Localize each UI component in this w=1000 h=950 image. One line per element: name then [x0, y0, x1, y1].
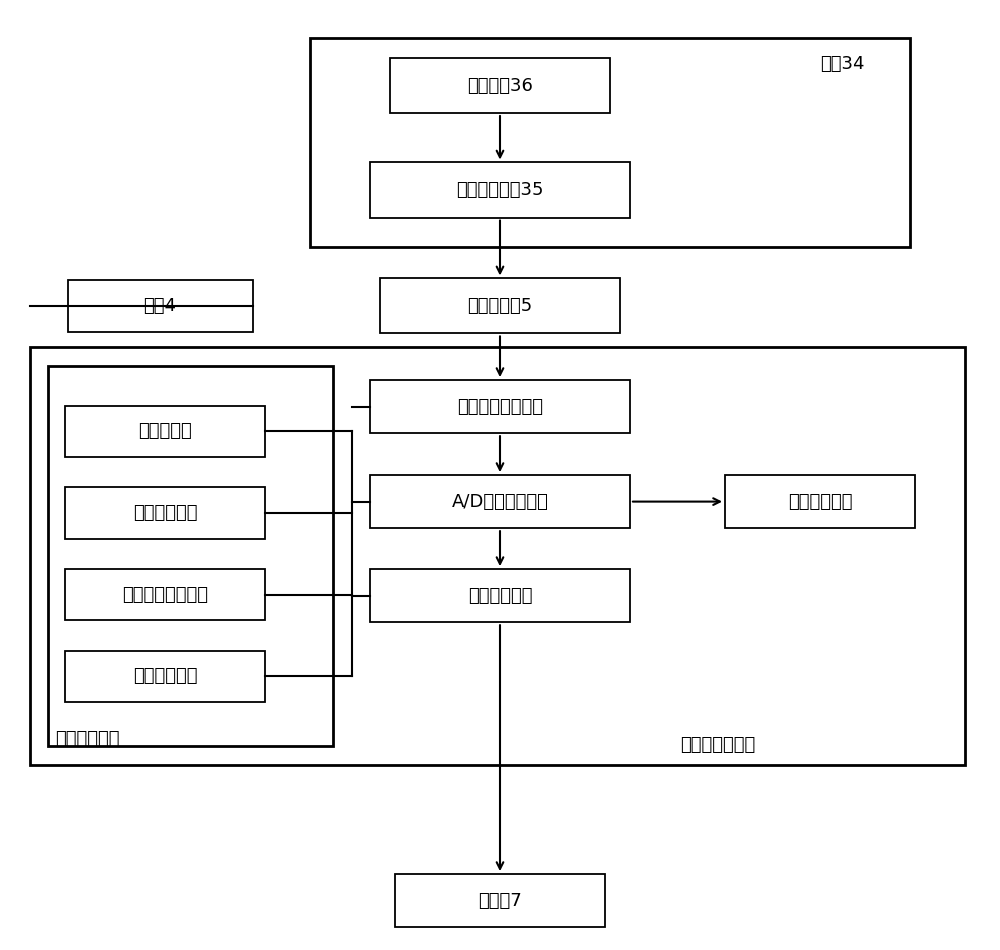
Text: 信号发射模块35: 信号发射模块35: [456, 181, 544, 199]
Bar: [30, 347, 965, 765]
Text: 中心控制器１１: 中心控制器１１: [680, 736, 755, 754]
Bar: [65, 569, 265, 620]
Bar: [65, 406, 265, 457]
Text: 数据接收模块２４: 数据接收模块２４: [457, 398, 543, 415]
Text: 诊断模块２８: 诊断模块２８: [468, 587, 532, 604]
Text: 解释模块３０: 解释模块３０: [133, 504, 197, 522]
Bar: [370, 475, 630, 528]
Text: 雷达34: 雷达34: [820, 55, 864, 73]
Text: 数据库２９: 数据库２９: [138, 423, 192, 440]
Text: 显示器7: 显示器7: [478, 892, 522, 909]
Bar: [725, 475, 915, 528]
Text: 知识获取模块３１: 知识获取模块３１: [122, 586, 208, 603]
Bar: [390, 58, 610, 113]
Bar: [310, 38, 910, 247]
Text: 专家模块２５: 专家模块２５: [55, 730, 120, 748]
Bar: [65, 487, 265, 539]
Text: A/D转换模块２７: A/D转换模块２７: [452, 493, 548, 510]
Text: 电源4: 电源4: [144, 297, 176, 314]
Bar: [65, 651, 265, 702]
Bar: [370, 569, 630, 622]
Bar: [68, 279, 252, 332]
Bar: [48, 366, 333, 746]
Text: 推理模块３２: 推理模块３２: [133, 668, 197, 685]
Text: 存储模块２６: 存储模块２６: [788, 493, 852, 510]
Text: 信号接收器5: 信号接收器5: [467, 297, 533, 314]
Bar: [395, 874, 605, 927]
Bar: [370, 380, 630, 433]
Bar: [380, 278, 620, 333]
Bar: [370, 162, 630, 218]
Text: 故障数据36: 故障数据36: [467, 77, 533, 94]
